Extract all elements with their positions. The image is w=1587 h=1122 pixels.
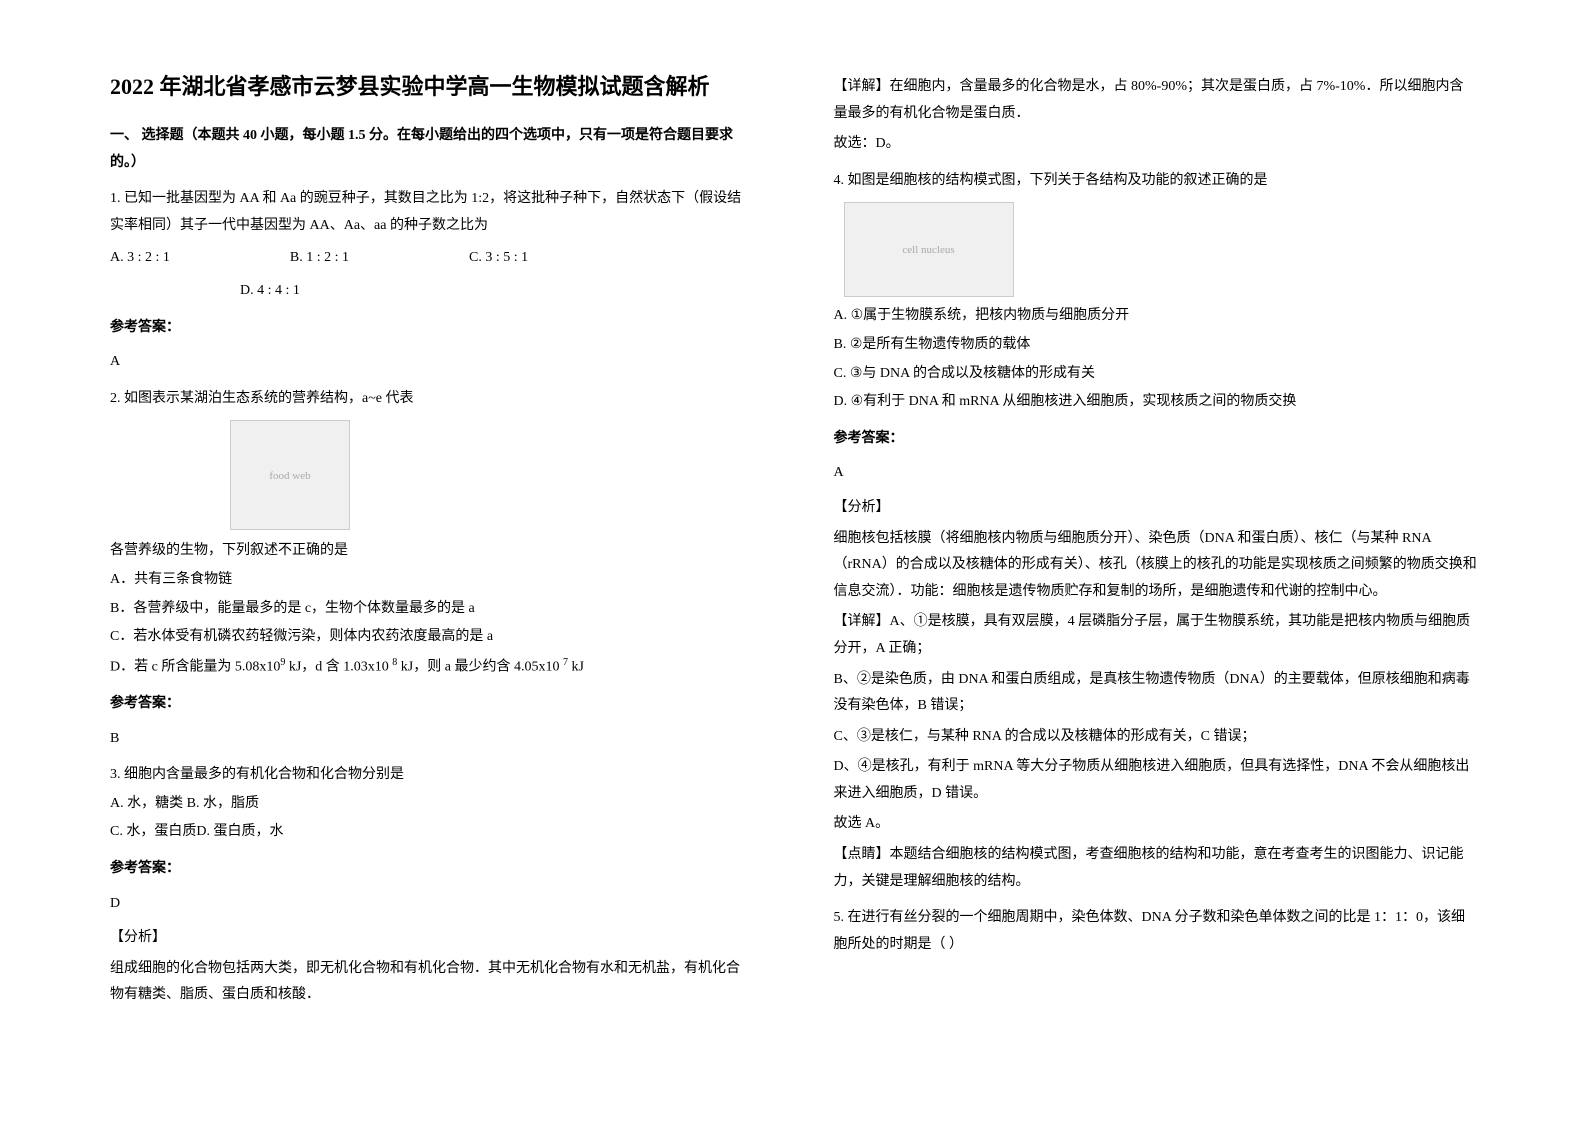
question-3: 3. 细胞内含量最多的有机化合物和化合物分别是 A. 水，糖类 B. 水，脂质 … [110, 762, 754, 1009]
question-2: 2. 如图表示某湖泊生态系统的营养结构，a~e 代表 food web 各营养级… [110, 386, 754, 752]
q2-answer-label: 参考答案： [110, 691, 754, 718]
q2-answer: B [110, 726, 754, 753]
q4-detail-c: C、③是核仁，与某种 RNA 的合成以及核糖体的形成有关，C 错误； [834, 724, 1478, 751]
question-1: 1. 已知一批基因型为 AA 和 Aa 的豌豆种子，其数目之比为 1:2，将这批… [110, 186, 754, 376]
q4-answer-label: 参考答案： [834, 426, 1478, 453]
q2-option-c: C．若水体受有机磷农药轻微污染，则体内农药浓度最高的是 a [110, 624, 754, 651]
q3-option-cd: C. 水，蛋白质D. 蛋白质，水 [110, 819, 754, 846]
q3-analysis-label: 【分析】 [110, 925, 754, 952]
q3-answer: D [110, 891, 754, 918]
q4-detail-d: D、④是核孔，有利于 mRNA 等大分子物质从细胞核进入细胞质，但具有选择性，D… [834, 754, 1478, 807]
q4-text: 4. 如图是细胞核的结构模式图，下列关于各结构及功能的叙述正确的是 [834, 168, 1478, 195]
q2-text: 2. 如图表示某湖泊生态系统的营养结构，a~e 代表 [110, 386, 754, 413]
q4-option-b: B. ②是所有生物遗传物质的载体 [834, 332, 1478, 359]
q1-answer-label: 参考答案： [110, 315, 754, 342]
nucleus-diagram: cell nucleus [844, 202, 1014, 297]
select-d: 故选：D。 [834, 131, 1478, 158]
q4-option-d: D. ④有利于 DNA 和 mRNA 从细胞核进入细胞质，实现核质之间的物质交换 [834, 389, 1478, 416]
q2-after-diagram: 各营养级的生物，下列叙述不正确的是 [110, 538, 754, 565]
q2-option-d: D．若 c 所含能量为 5.08x109 kJ，d 含 1.03x10 8 kJ… [110, 653, 754, 681]
question-5: 5. 在进行有丝分裂的一个细胞周期中，染色体数、DNA 分子数和染色单体数之间的… [834, 905, 1478, 958]
q4-point: 【点睛】本题结合细胞核的结构模式图，考查细胞核的结构和功能，意在考查考生的识图能… [834, 842, 1478, 895]
q3-text: 3. 细胞内含量最多的有机化合物和化合物分别是 [110, 762, 754, 789]
q4-option-c: C. ③与 DNA 的合成以及核糖体的形成有关 [834, 361, 1478, 388]
q1-answer: A [110, 349, 754, 376]
detail-1: 【详解】在细胞内，含量最多的化合物是水，占 80%-90%；其次是蛋白质，占 7… [834, 74, 1478, 127]
q4-detail-a: 【详解】A、①是核膜，具有双层膜，4 层磷脂分子层，属于生物膜系统，其功能是把核… [834, 609, 1478, 662]
q4-option-a: A. ①属于生物膜系统，把核内物质与细胞质分开 [834, 303, 1478, 330]
section-header: 一、 选择题（本题共 40 小题，每小题 1.5 分。在每小题给出的四个选项中，… [110, 123, 754, 176]
q3-option-ab: A. 水，糖类 B. 水，脂质 [110, 791, 754, 818]
q2-optd-p4: kJ [568, 659, 584, 674]
q1-option-b: B. 1 : 2 : 1 [290, 245, 349, 272]
q2-optd-p3: kJ，则 a 最少约含 4.05x10 [397, 659, 563, 674]
q4-analysis-p1: 细胞核包括核膜（将细胞核内物质与细胞质分开）、染色质（DNA 和蛋白质）、核仁（… [834, 526, 1478, 606]
q3-answer-label: 参考答案： [110, 856, 754, 883]
question-4: 4. 如图是细胞核的结构模式图，下列关于各结构及功能的叙述正确的是 cell n… [834, 168, 1478, 895]
q1-option-a: A. 3 : 2 : 1 [110, 245, 170, 272]
q1-text: 1. 已知一批基因型为 AA 和 Aa 的豌豆种子，其数目之比为 1:2，将这批… [110, 186, 754, 239]
q1-options-row1: A. 3 : 2 : 1 B. 1 : 2 : 1 C. 3 : 5 : 1 [110, 245, 754, 272]
q3-analysis: 组成细胞的化合物包括两大类，即无机化合物和有机化合物．其中无机化合物有水和无机盐… [110, 956, 754, 1009]
document-title: 2022 年湖北省孝感市云梦县实验中学高一生物模拟试题含解析 [110, 70, 754, 103]
q4-answer: A [834, 460, 1478, 487]
select-a: 故选 A。 [834, 811, 1478, 838]
q5-text: 5. 在进行有丝分裂的一个细胞周期中，染色体数、DNA 分子数和染色单体数之间的… [834, 905, 1478, 958]
q1-option-d: D. 4 : 4 : 1 [240, 278, 754, 305]
q4-detail-b: B、②是染色质，由 DNA 和蛋白质组成，是真核生物遗传物质（DNA）的主要载体… [834, 667, 1478, 720]
q1-option-c: C. 3 : 5 : 1 [469, 245, 528, 272]
q2-option-a: A．共有三条食物链 [110, 567, 754, 594]
food-web-diagram: food web [230, 420, 350, 530]
q2-option-b: B．各营养级中，能量最多的是 c，生物个体数量最多的是 a [110, 596, 754, 623]
q2-optd-p1: D．若 c 所含能量为 5.08x10 [110, 659, 280, 674]
q2-optd-p2: kJ，d 含 1.03x10 [285, 659, 392, 674]
q4-analysis-label: 【分析】 [834, 495, 1478, 522]
